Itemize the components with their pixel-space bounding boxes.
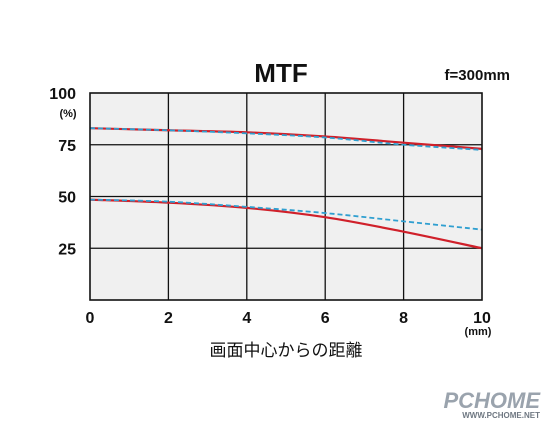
x-unit-label: (mm) bbox=[465, 326, 492, 338]
tick-labels: 0 2 4 6 8 10 100 75 50 25 bbox=[49, 86, 491, 327]
chart-subtitle: f=300mm bbox=[445, 67, 510, 84]
y-tick-label: 50 bbox=[58, 190, 76, 207]
series-line-2-dashed bbox=[89, 127, 483, 151]
y-tick-label: 25 bbox=[58, 241, 76, 258]
x-tick-label: 6 bbox=[321, 310, 330, 327]
watermark-url: WWW.PCHOME.NET bbox=[462, 411, 540, 420]
pchome-watermark: PCHOME WWW.PCHOME.NET bbox=[443, 388, 541, 420]
chart-title: MTF bbox=[254, 58, 307, 88]
grid-lines bbox=[90, 93, 482, 300]
x-tick-label: 8 bbox=[399, 310, 408, 327]
y-unit-label: (%) bbox=[59, 108, 76, 120]
x-tick-label: 0 bbox=[86, 310, 95, 327]
series-layer bbox=[89, 127, 483, 250]
x-tick-label: 10 bbox=[473, 310, 491, 327]
x-axis-label: 画面中心からの距離 bbox=[210, 341, 363, 361]
series-line-3-solid bbox=[89, 198, 483, 250]
y-tick-label: 100 bbox=[49, 86, 76, 103]
watermark-text: PCHOME bbox=[443, 388, 541, 413]
x-tick-label: 4 bbox=[242, 310, 251, 327]
y-tick-label: 75 bbox=[58, 138, 76, 155]
series-line-1-solid bbox=[89, 127, 483, 150]
plot-frame bbox=[89, 92, 483, 301]
x-tick-label: 2 bbox=[164, 310, 173, 327]
series-line-4-dashed bbox=[89, 198, 483, 231]
